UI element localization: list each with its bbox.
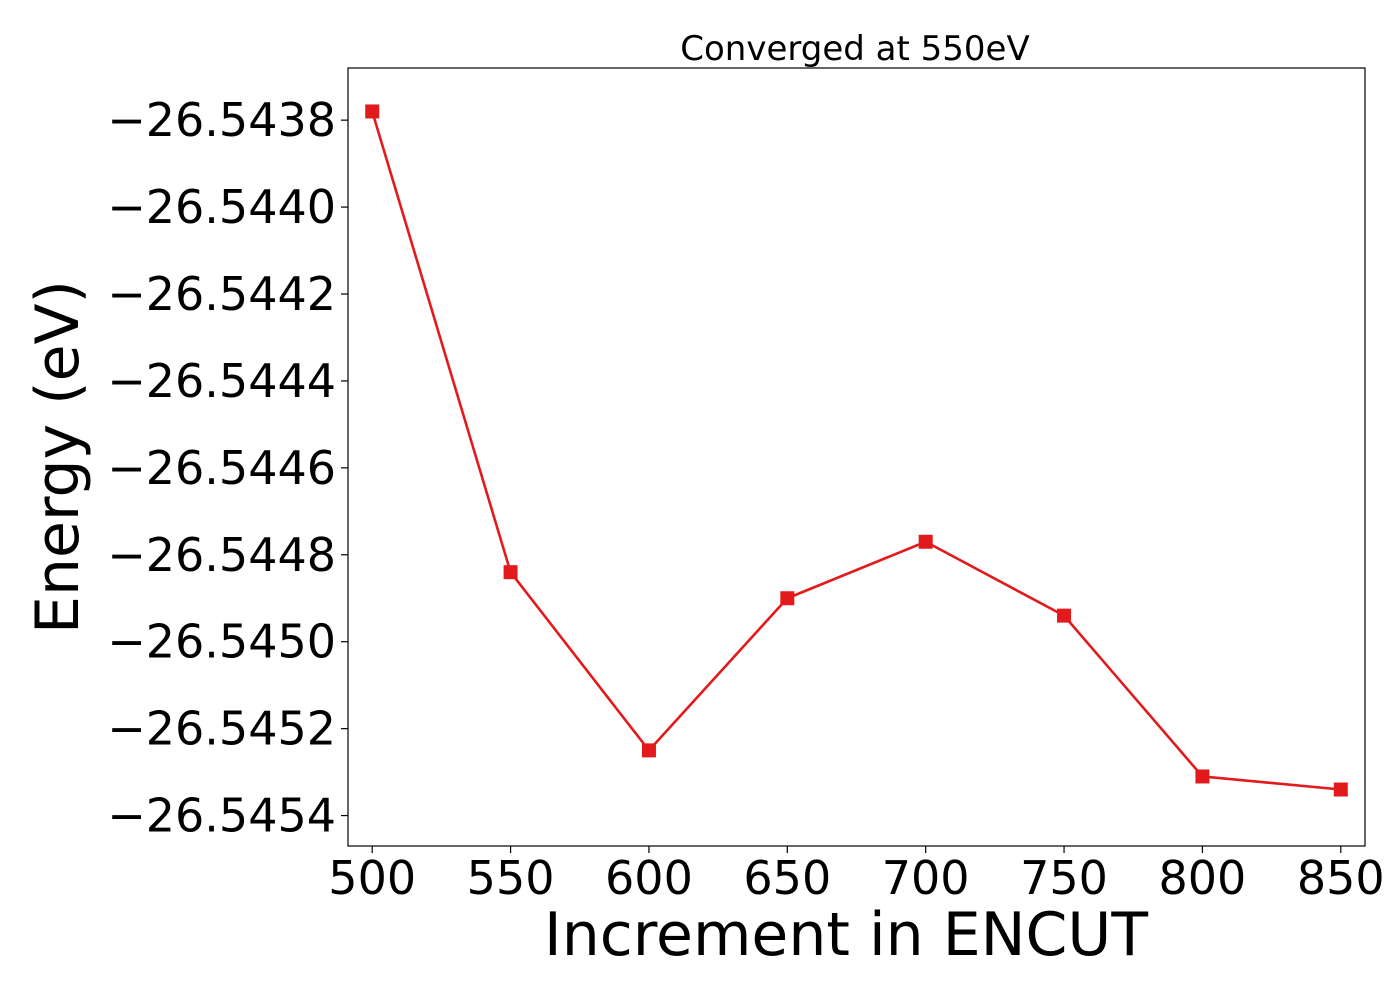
y-axis-title: Energy (eV) bbox=[23, 280, 93, 634]
y-tick-label: −26.5438 bbox=[107, 93, 336, 147]
data-point-marker bbox=[503, 565, 518, 580]
y-tick-label: −26.5448 bbox=[107, 528, 336, 582]
series-line bbox=[370, 111, 1341, 791]
y-tick-label: −26.5440 bbox=[107, 180, 336, 234]
y-tick-label: −26.5454 bbox=[107, 789, 336, 843]
data-point-marker bbox=[641, 743, 656, 758]
data-point-marker bbox=[365, 104, 380, 119]
x-tick-label: 650 bbox=[743, 851, 831, 905]
y-tick-label: −26.5446 bbox=[107, 441, 336, 495]
data-point-marker bbox=[1195, 769, 1210, 784]
plot-area bbox=[365, 104, 1348, 797]
x-tick-label: 850 bbox=[1297, 851, 1385, 905]
x-axis-title: Increment in ENCUT bbox=[544, 900, 1148, 970]
x-tick-label: 500 bbox=[328, 851, 416, 905]
data-point-marker bbox=[918, 534, 933, 549]
x-tick-label: 800 bbox=[1159, 851, 1247, 905]
y-tick-label: −26.5442 bbox=[107, 267, 336, 321]
x-tick-label: 700 bbox=[882, 851, 970, 905]
x-tick-label: 750 bbox=[1020, 851, 1108, 905]
data-point-marker bbox=[780, 591, 795, 606]
data-point-marker bbox=[1057, 608, 1072, 623]
chart-title: Converged at 550eV bbox=[680, 29, 1029, 69]
data-point-marker bbox=[1333, 782, 1348, 797]
x-axis: 500 550 600 650 700 750 800 850 bbox=[328, 846, 1385, 905]
y-tick-label: −26.5452 bbox=[107, 702, 336, 756]
y-tick-label: −26.5450 bbox=[107, 615, 336, 669]
y-tick-label: −26.5444 bbox=[107, 354, 336, 408]
y-axis: −26.5438 −26.5440 −26.5442 −26.5444 −26.5446… bbox=[107, 93, 348, 843]
plot-frame bbox=[347, 67, 1366, 847]
x-tick-label: 550 bbox=[467, 851, 555, 905]
x-tick-label: 600 bbox=[605, 851, 693, 905]
